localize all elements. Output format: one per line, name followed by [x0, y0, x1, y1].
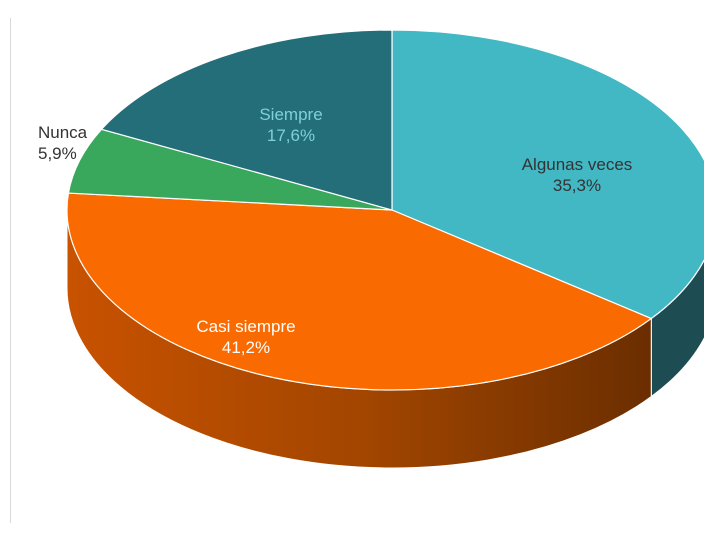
- pie-slice-nunca: [67, 128, 393, 211]
- slice-value-algunas-veces: 35,3%: [553, 176, 601, 195]
- slice-label-algunas-veces: Algunas veces: [522, 155, 633, 174]
- slice-value-siempre: 17,6%: [267, 126, 315, 145]
- slice-label-nunca: Nunca: [38, 123, 88, 142]
- pie-slice-siempre: [100, 29, 393, 211]
- chart-border-line: [10, 18, 11, 523]
- slice-label-siempre: Siempre: [259, 105, 322, 124]
- slice-label-casi-siempre: Casi siempre: [196, 317, 295, 336]
- pie-slice-algunas-veces: [391, 29, 704, 320]
- slice-value-casi-siempre: 41,2%: [222, 338, 270, 357]
- pie-slice-casi-siempre: [66, 192, 653, 391]
- slice-value-nunca: 5,9%: [38, 144, 77, 163]
- pie-label-layer: Algunas veces 35,3% Casi siempre 41,2% Nunca…: [38, 105, 632, 357]
- pie-top-layer: [66, 29, 704, 391]
